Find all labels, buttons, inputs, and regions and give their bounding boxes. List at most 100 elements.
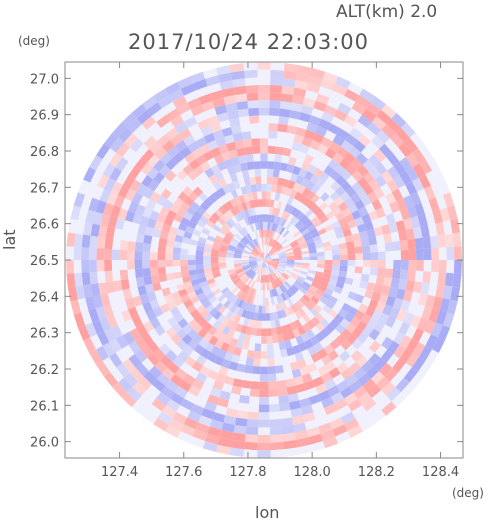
heatmap-cell [240,186,248,195]
heatmap-cell [287,224,295,232]
heatmap-cell [249,241,256,248]
heatmap-cell [258,412,270,420]
heatmap-cell [176,339,188,351]
heatmap-cell [276,267,285,273]
heatmap-cell [379,362,393,377]
heatmap-cell [368,236,378,246]
heatmap-cell [192,333,203,344]
heatmap-cell [180,254,188,260]
heatmap-cell [241,255,250,258]
heatmap-cell [238,316,246,326]
heatmap-cell [264,260,272,262]
heatmap-cell [110,205,121,218]
heatmap-cell [366,228,376,238]
heatmap-cell [268,248,275,255]
x-tick-label: 127.6 [165,465,202,480]
heatmap-cell [286,257,295,260]
heatmap-cell [286,264,294,269]
heatmap-cell [235,339,244,349]
heatmap-cell [180,424,196,437]
heatmap-cell [134,157,148,171]
heatmap-cell [403,195,415,208]
heatmap-cell [280,93,294,103]
heatmap-cell [182,185,193,197]
heatmap-cell [274,319,281,328]
heatmap-cell [375,234,385,245]
heatmap-cell [267,366,276,375]
heatmap-cell [256,256,264,260]
heatmap-cell [392,147,406,162]
heatmap-cell [275,326,283,335]
heatmap-cell [269,85,283,94]
heatmap-cell [210,263,219,268]
heatmap-cell [116,142,130,157]
heatmap-cell [170,374,184,387]
heatmap-cell [120,229,130,241]
heatmap-cell [257,266,262,275]
heatmap-cell [300,267,309,273]
heatmap-cell [143,320,155,333]
heatmap-cell [250,184,257,193]
heatmap-cell [227,268,236,273]
heatmap-cell [234,233,243,241]
heatmap-cell [279,275,286,283]
heatmap-cell [316,267,325,273]
heatmap-cell [344,114,358,128]
heatmap-cell [262,282,266,291]
heatmap-cell [149,191,161,203]
heatmap-cell [400,299,411,313]
heatmap-cell [381,170,394,184]
heatmap-cell [134,242,144,252]
heatmap-cell [320,182,331,193]
heatmap-cell [234,249,243,254]
heatmap-cell [418,174,431,189]
heatmap-cell [418,143,432,160]
heatmap-cell [407,238,416,250]
heatmap-cell [427,223,438,237]
heatmap-cell [264,260,266,268]
heatmap-cell [154,183,166,196]
heatmap-cell [192,429,208,442]
heatmap-cell [398,279,408,291]
heatmap-cell [119,239,129,251]
heatmap-cell [225,191,234,201]
heatmap-cell [351,338,364,350]
heatmap-cell [325,176,336,187]
heatmap-cell [424,319,436,335]
heatmap-cell [265,221,268,230]
heatmap-cell [102,356,117,372]
heatmap-cell [315,312,325,323]
heatmap-cell [329,339,341,350]
heatmap-cell [239,240,247,247]
heatmap-cell [249,255,257,259]
heatmap-cell [240,325,248,334]
heatmap-cell [246,244,253,251]
heatmap-cell [381,104,397,119]
heatmap-cell [249,254,257,258]
heatmap-cell [386,327,399,341]
heatmap-cell [142,260,150,269]
heatmap-cell [161,101,177,115]
heatmap-cell [373,320,385,333]
x-axis-unit: (deg) [452,486,484,500]
heatmap-cell [159,355,173,368]
heatmap-cell [362,183,374,196]
heatmap-cell [304,380,316,391]
heatmap-cell [315,271,324,277]
heatmap-cell [237,212,244,221]
heatmap-cell [192,323,203,334]
heatmap-cell [245,234,252,242]
heatmap-cell [185,225,195,234]
heatmap-cell [445,272,454,287]
heatmap-cell [356,188,368,200]
heatmap-cell [140,345,154,358]
heatmap-cell [203,132,216,144]
heatmap-cell [360,313,372,325]
heatmap-cell [258,100,270,108]
heatmap-cell [212,380,224,391]
heatmap-cell [261,328,267,337]
heatmap-cell [245,200,252,210]
heatmap-cell [212,412,226,423]
heatmap-cell [284,231,292,239]
heatmap-cell [262,244,264,253]
